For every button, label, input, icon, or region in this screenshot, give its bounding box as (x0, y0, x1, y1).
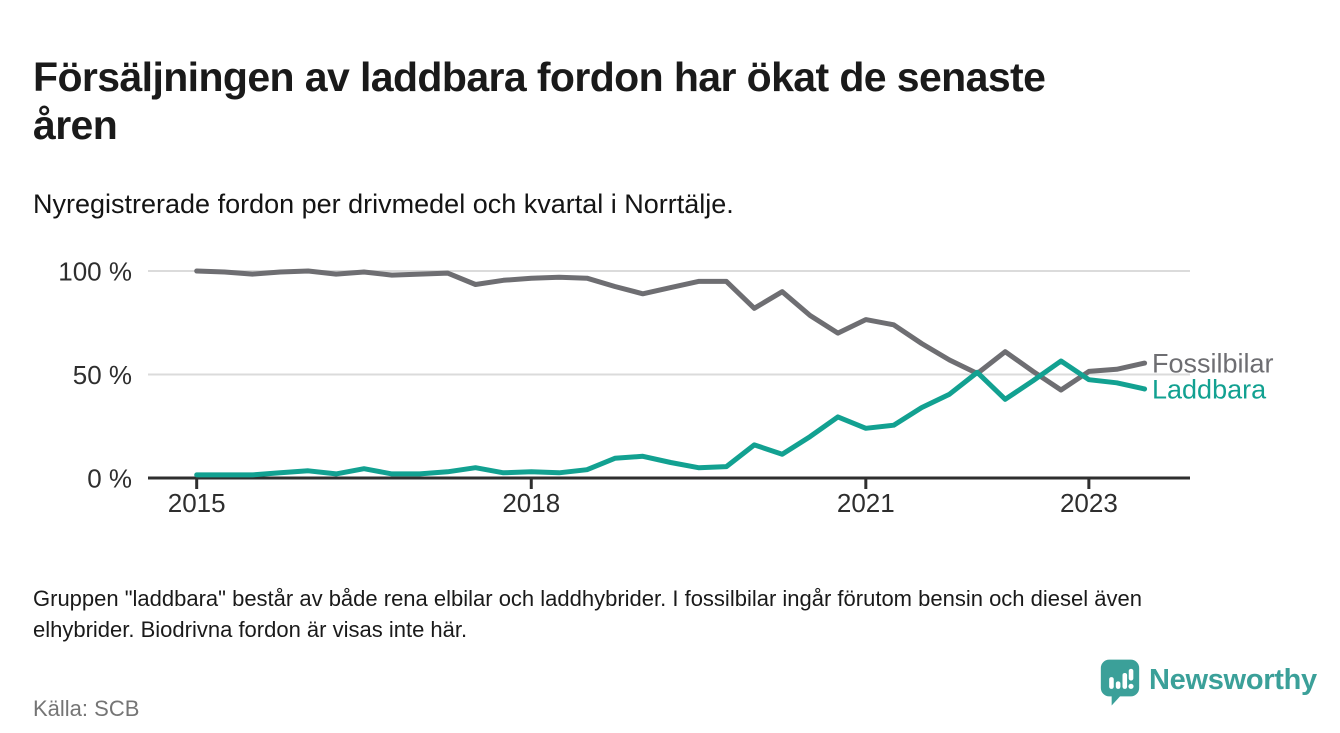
series-label-laddbara: Laddbara (1152, 374, 1267, 404)
logo-bars (1109, 668, 1134, 689)
chart-subtitle: Nyregistrerade fordon per drivmedel och … (33, 189, 734, 219)
y-tick-label: 50 % (73, 360, 132, 390)
x-tick-label: 2023 (1060, 488, 1118, 518)
series-line-fossilbilar (194, 268, 1148, 393)
x-tick-label: 2015 (168, 488, 226, 518)
footnote: Gruppen "laddbara" består av både rena e… (33, 586, 1142, 643)
chart-svg: 100 % 50 % 0 % 2015 2018 2021 2023 FossilbilarL… (58, 257, 1274, 519)
chart-title: Försäljningen av laddbara fordon har öka… (33, 54, 1046, 149)
newsworthy-logo-text: Newsworthy (1149, 664, 1317, 696)
series-label-fossilbilar: Fossilbilar (1152, 349, 1274, 379)
x-tick-label: 2018 (502, 488, 560, 518)
newsworthy-bar-chart-icon (1100, 659, 1140, 706)
y-tick-label: 0 % (87, 464, 132, 494)
newsworthy-logo: Newsworthy (1100, 658, 1317, 708)
source-label: Källa: SCB (33, 696, 140, 721)
x-tick-label: 2021 (837, 488, 895, 518)
y-tick-label: 100 % (58, 257, 132, 287)
line-chart: 100 % 50 % 0 % 2015 2018 2021 2023 Fossilbilar L… (0, 240, 1340, 530)
series-line-laddbara (194, 358, 1148, 478)
